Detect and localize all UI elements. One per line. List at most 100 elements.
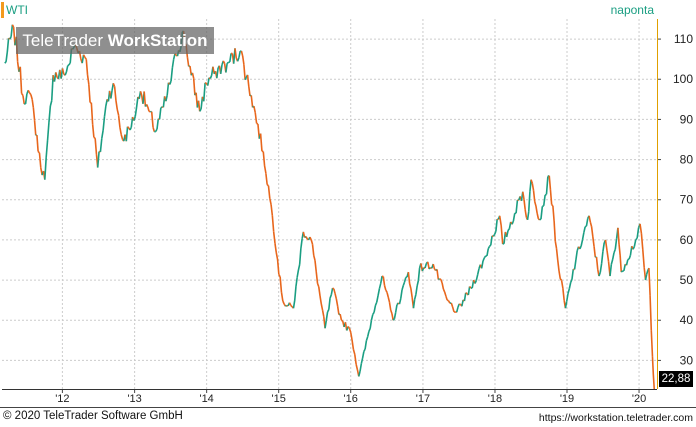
price-segment xyxy=(598,272,602,277)
price-segment xyxy=(31,99,35,108)
price-segment xyxy=(599,263,603,273)
price-series xyxy=(4,24,656,390)
price-segment xyxy=(635,237,638,241)
price-segment xyxy=(33,120,37,136)
price-segment xyxy=(408,283,412,289)
price-segment xyxy=(244,77,248,81)
price-segment xyxy=(243,64,246,80)
price-segment xyxy=(19,66,23,94)
price-segment xyxy=(174,53,177,56)
price-segment xyxy=(564,301,568,309)
price-segment xyxy=(377,288,381,296)
price-segment xyxy=(386,292,390,298)
price-segment xyxy=(339,313,343,321)
price-segment xyxy=(169,80,172,85)
price-segment xyxy=(329,294,333,299)
price-segment xyxy=(532,190,536,202)
price-segment xyxy=(113,86,117,101)
price-segment xyxy=(278,274,281,278)
price-segment xyxy=(649,295,653,331)
price-segment xyxy=(641,249,645,268)
price-segment xyxy=(382,276,386,286)
price-segment xyxy=(102,116,106,131)
price-segment xyxy=(115,100,119,110)
price-segment xyxy=(565,293,569,302)
price-segment xyxy=(628,254,632,260)
symbol-marker xyxy=(1,2,4,18)
price-segment xyxy=(650,330,654,357)
price-segment xyxy=(336,305,340,315)
price-segment xyxy=(129,127,132,131)
watermark-bold-text: WorkStation xyxy=(107,31,208,50)
price-segment xyxy=(334,293,338,300)
price-segment xyxy=(554,241,558,249)
price-segment xyxy=(437,278,440,281)
price-segment xyxy=(352,349,356,355)
price-segment xyxy=(155,128,158,132)
symbol-label[interactable]: WTI xyxy=(6,3,28,17)
price-segment xyxy=(553,220,557,242)
price-segment xyxy=(428,267,432,270)
price-segment xyxy=(250,95,254,108)
price-segment xyxy=(627,258,630,261)
price-segment xyxy=(206,77,210,86)
price-segment xyxy=(366,331,370,338)
y-tick-label: 100 xyxy=(673,72,693,86)
price-segment xyxy=(320,303,324,311)
price-segment xyxy=(290,304,293,308)
price-segment xyxy=(282,300,285,305)
price-segment xyxy=(620,270,624,273)
price-segment xyxy=(24,93,28,104)
price-segment xyxy=(545,176,549,195)
price-segment xyxy=(234,48,238,59)
price-segment xyxy=(527,191,531,212)
price-segment xyxy=(219,64,223,75)
price-segment xyxy=(158,108,162,120)
price-segment xyxy=(160,106,163,109)
price-segment xyxy=(373,305,377,313)
price-segment xyxy=(363,348,366,352)
price-segment xyxy=(495,219,498,232)
price-segment xyxy=(581,232,585,241)
axes: 30 40 50 60 70 80 90 100 110 '12 '13 '14 '15 '16 '17 '1… xyxy=(0,19,696,408)
price-segment xyxy=(147,106,150,112)
price-segment xyxy=(44,157,48,180)
x-tick-label: '14 xyxy=(199,393,213,405)
price-segment xyxy=(559,278,563,281)
price-segment xyxy=(567,288,571,294)
price-segment xyxy=(45,139,49,158)
price-segment xyxy=(156,118,160,130)
price-segment xyxy=(450,302,454,308)
price-segment xyxy=(186,57,190,67)
price-segment xyxy=(11,24,15,28)
y-tick-label: 50 xyxy=(680,273,694,287)
price-segment xyxy=(592,236,595,247)
price-segment xyxy=(302,231,306,238)
price-segment xyxy=(65,65,69,73)
watermark-normal-text: TeleTrader xyxy=(22,31,108,50)
price-segment xyxy=(225,63,228,73)
price-segment xyxy=(274,242,278,253)
price-segment xyxy=(410,288,413,298)
price-segment xyxy=(401,285,405,291)
price-segment xyxy=(253,105,257,113)
price-segment xyxy=(580,239,584,247)
price-segment xyxy=(364,340,368,350)
source-url[interactable]: https://workstation.teletrader.com xyxy=(538,412,693,424)
price-segment xyxy=(150,111,154,128)
price-segment xyxy=(539,218,542,221)
price-segment xyxy=(529,179,532,192)
price-segment xyxy=(417,267,421,281)
price-segment xyxy=(191,72,195,79)
price-segment xyxy=(292,300,296,309)
price-segment xyxy=(326,309,330,313)
period-label[interactable]: naponta xyxy=(610,3,654,17)
price-segment xyxy=(311,244,315,256)
x-tick-label: '17 xyxy=(416,393,430,405)
y-tick-label: 60 xyxy=(680,233,694,247)
price-segment xyxy=(139,91,143,96)
price-segment xyxy=(314,260,318,273)
price-segment xyxy=(389,309,393,314)
price-segment xyxy=(416,280,420,287)
price-segment xyxy=(618,243,621,256)
